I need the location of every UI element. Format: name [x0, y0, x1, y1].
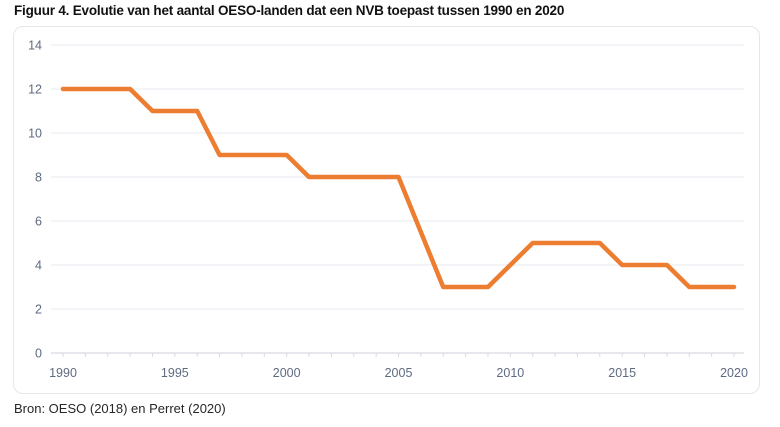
y-axis-tick-label: 14 [28, 39, 42, 53]
source-note: Bron: OESO (2018) en Perret (2020) [14, 401, 226, 416]
y-axis-tick-label: 2 [35, 303, 42, 317]
figure-title: Figuur 4. Evolutie van het aantal OESO-l… [14, 3, 565, 18]
y-axis-tick-label: 0 [35, 347, 42, 361]
x-axis-tick-label: 2005 [385, 366, 413, 380]
y-axis-tick-label: 10 [28, 127, 42, 141]
x-axis-tick-label: 1990 [49, 366, 77, 380]
x-axis-tick-label: 2000 [273, 366, 301, 380]
chart-frame: 0 2 4 6 8 10 12 14 1990 1995 2000 2005 2010 2015 2020 [13, 26, 760, 394]
x-axis-tick-label: 2020 [720, 366, 748, 380]
y-axis-tick-label: 8 [35, 171, 42, 185]
line-chart: 0 2 4 6 8 10 12 14 1990 1995 2000 2005 2010 2015 2020 [28, 39, 748, 381]
y-axis-tick-label: 4 [35, 259, 42, 273]
y-axis-tick-label: 6 [35, 215, 42, 229]
x-axis-tick-label: 2015 [608, 366, 636, 380]
x-axis-tick-label: 2010 [496, 366, 524, 380]
data-line-series [60, 86, 737, 290]
y-axis-tick-label: 12 [28, 83, 42, 97]
x-axis-tick-label: 1995 [161, 366, 189, 380]
